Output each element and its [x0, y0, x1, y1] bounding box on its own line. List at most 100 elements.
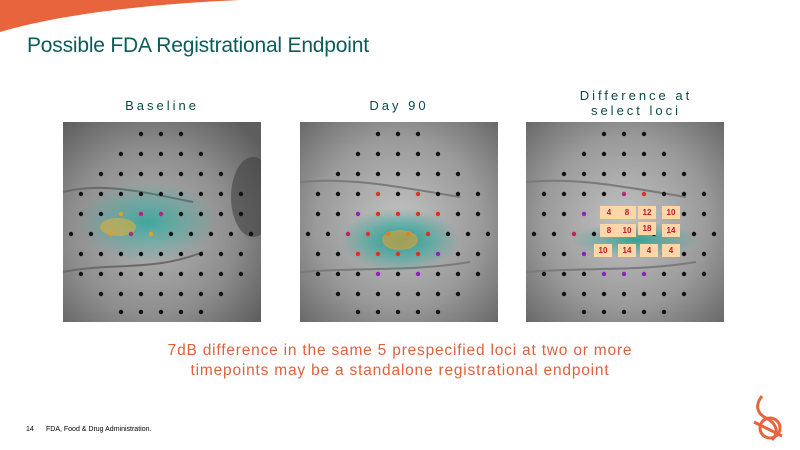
test-point-dot	[158, 171, 164, 177]
test-point-dot	[641, 271, 647, 277]
test-point-dot	[355, 211, 361, 217]
difference-value: 12	[638, 206, 656, 219]
test-point-dot	[435, 211, 441, 217]
test-point-dot	[701, 271, 707, 277]
test-point-dot	[345, 231, 351, 237]
test-point-dot	[541, 211, 547, 217]
test-point-dot	[571, 231, 577, 237]
panel-label-baseline: Baseline	[125, 98, 199, 113]
test-point-dot	[98, 171, 104, 177]
test-point-dot	[395, 271, 401, 277]
test-point-dot	[118, 271, 124, 277]
test-point-dot	[355, 291, 361, 297]
test-point-dot	[395, 251, 401, 257]
test-point-dot	[455, 251, 461, 257]
test-point-dot	[118, 291, 124, 297]
test-point-dot	[375, 291, 381, 297]
difference-value: 10	[618, 224, 636, 237]
test-point-dot	[375, 211, 381, 217]
test-point-dot	[355, 251, 361, 257]
test-point-dot	[118, 211, 124, 217]
test-point-dot	[138, 151, 144, 157]
test-point-dot	[435, 309, 441, 315]
test-point-dot	[118, 171, 124, 177]
test-point-dot	[178, 251, 184, 257]
footnote: FDA, Food & Drug Administration.	[46, 426, 152, 433]
test-point-dot	[621, 271, 627, 277]
test-point-dot	[455, 191, 461, 197]
test-point-dot	[475, 211, 481, 217]
test-point-dot	[375, 271, 381, 277]
test-point-dot	[455, 291, 461, 297]
test-point-dot	[138, 309, 144, 315]
difference-value: 14	[618, 244, 636, 257]
test-point-dot	[641, 151, 647, 157]
test-point-dot	[158, 131, 164, 137]
test-point-dot	[335, 211, 341, 217]
test-point-dot	[415, 251, 421, 257]
test-point-dot	[238, 271, 244, 277]
test-point-dot	[435, 191, 441, 197]
panel-label-difference: Difference at select loci	[526, 88, 746, 118]
test-point-dot	[541, 251, 547, 257]
test-point-dot	[375, 191, 381, 197]
test-point-dot	[138, 291, 144, 297]
test-point-dot	[701, 191, 707, 197]
test-point-dot	[581, 291, 587, 297]
test-point-dot	[218, 291, 224, 297]
test-point-dot	[641, 291, 647, 297]
test-point-dot	[435, 171, 441, 177]
day90-retina-image	[300, 122, 498, 322]
test-point-dot	[218, 171, 224, 177]
test-point-dot	[78, 271, 84, 277]
test-point-dot	[158, 309, 164, 315]
test-point-dot	[465, 231, 471, 237]
test-point-dot	[531, 231, 537, 237]
baseline-retina-image	[63, 122, 261, 322]
test-point-dot	[355, 151, 361, 157]
difference-value: 10	[594, 244, 612, 257]
test-point-dot	[551, 231, 557, 237]
test-point-dot	[435, 291, 441, 297]
test-point-dot	[621, 291, 627, 297]
test-point-dot	[455, 271, 461, 277]
test-point-dot	[305, 231, 311, 237]
test-point-dot	[561, 211, 567, 217]
test-point-dot	[375, 151, 381, 157]
test-point-dot	[621, 191, 627, 197]
test-point-dot	[415, 151, 421, 157]
test-point-dot	[355, 191, 361, 197]
test-point-dot	[405, 231, 411, 237]
test-point-dot	[581, 251, 587, 257]
difference-value: 8	[618, 206, 636, 219]
panel-label-day90: Day 90	[369, 98, 429, 113]
test-point-dot	[395, 131, 401, 137]
test-point-dot	[118, 151, 124, 157]
test-point-dot	[375, 309, 381, 315]
test-point-dot	[325, 231, 331, 237]
test-point-dot	[158, 211, 164, 217]
test-point-dot	[178, 309, 184, 315]
test-point-dot	[178, 211, 184, 217]
difference-value: 10	[662, 206, 680, 219]
test-point-dot	[681, 171, 687, 177]
test-point-dot	[118, 251, 124, 257]
test-point-dot	[138, 251, 144, 257]
panel-label-difference-line2: select loci	[590, 103, 682, 118]
test-point-dot	[118, 309, 124, 315]
test-point-dot	[375, 251, 381, 257]
test-point-dot	[641, 191, 647, 197]
test-point-dot	[78, 251, 84, 257]
difference-retina-image: 4 8 12 10 8 10 18 14 10 14 4 4	[526, 122, 724, 322]
test-point-dot	[661, 171, 667, 177]
test-point-dot	[701, 251, 707, 257]
test-point-dot	[188, 231, 194, 237]
caption-line-1: 7dB difference in the same 5 prespecifie…	[167, 342, 633, 359]
test-point-dot	[395, 309, 401, 315]
difference-value: 8	[600, 224, 618, 237]
test-point-dot	[98, 191, 104, 197]
test-point-dot	[561, 271, 567, 277]
test-point-dot	[178, 271, 184, 277]
header-swoosh-decoration	[0, 0, 240, 32]
test-point-dot	[178, 131, 184, 137]
